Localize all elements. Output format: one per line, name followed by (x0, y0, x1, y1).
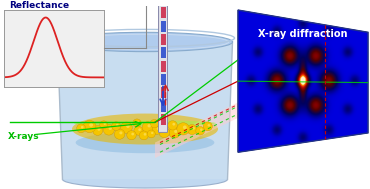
Circle shape (126, 125, 130, 128)
Bar (161, 114, 165, 125)
Circle shape (168, 121, 177, 130)
Bar (161, 7, 165, 18)
Circle shape (137, 121, 139, 123)
Circle shape (147, 130, 155, 138)
Polygon shape (57, 42, 232, 179)
Circle shape (120, 131, 122, 134)
Circle shape (169, 127, 180, 138)
Ellipse shape (63, 171, 228, 188)
Circle shape (97, 128, 101, 131)
FancyBboxPatch shape (158, 0, 168, 132)
Circle shape (114, 129, 125, 139)
Circle shape (134, 126, 143, 135)
Bar (161, 101, 165, 112)
Circle shape (200, 129, 203, 131)
Ellipse shape (74, 120, 216, 126)
Circle shape (83, 120, 96, 133)
Bar (161, 34, 165, 45)
Bar (161, 88, 165, 98)
Circle shape (92, 126, 103, 135)
Circle shape (112, 122, 121, 130)
Circle shape (208, 124, 210, 127)
Circle shape (144, 133, 147, 136)
Circle shape (192, 127, 195, 130)
Circle shape (104, 123, 106, 125)
Circle shape (139, 131, 148, 140)
Circle shape (183, 125, 187, 129)
Circle shape (157, 127, 159, 130)
Circle shape (196, 126, 205, 135)
Circle shape (174, 130, 178, 133)
Polygon shape (155, 102, 238, 158)
Circle shape (103, 124, 114, 135)
Circle shape (154, 121, 157, 124)
Circle shape (81, 126, 84, 129)
Circle shape (121, 122, 132, 133)
Polygon shape (238, 10, 368, 152)
Ellipse shape (75, 132, 214, 153)
Bar (161, 0, 165, 5)
Circle shape (108, 127, 112, 130)
Bar (161, 47, 165, 58)
Circle shape (162, 121, 165, 124)
Ellipse shape (57, 32, 232, 52)
Circle shape (151, 132, 154, 134)
Ellipse shape (72, 114, 218, 145)
Circle shape (138, 128, 141, 131)
Circle shape (89, 123, 93, 127)
Circle shape (131, 133, 134, 135)
Circle shape (164, 130, 167, 133)
Text: X-ray diffraction: X-ray diffraction (258, 29, 348, 39)
Circle shape (142, 122, 153, 132)
Circle shape (159, 127, 170, 138)
Circle shape (177, 123, 189, 135)
Circle shape (203, 122, 212, 131)
Bar (161, 21, 165, 32)
Circle shape (133, 119, 141, 127)
Circle shape (77, 124, 85, 133)
Circle shape (152, 125, 162, 134)
Bar (161, 61, 165, 72)
Text: X-rays: X-rays (8, 132, 40, 141)
Circle shape (100, 121, 108, 129)
Circle shape (157, 119, 168, 129)
Circle shape (172, 123, 175, 125)
Circle shape (127, 131, 136, 140)
Circle shape (148, 124, 151, 127)
Circle shape (150, 119, 159, 128)
Circle shape (116, 124, 119, 126)
Circle shape (187, 125, 197, 135)
Bar (161, 74, 165, 85)
